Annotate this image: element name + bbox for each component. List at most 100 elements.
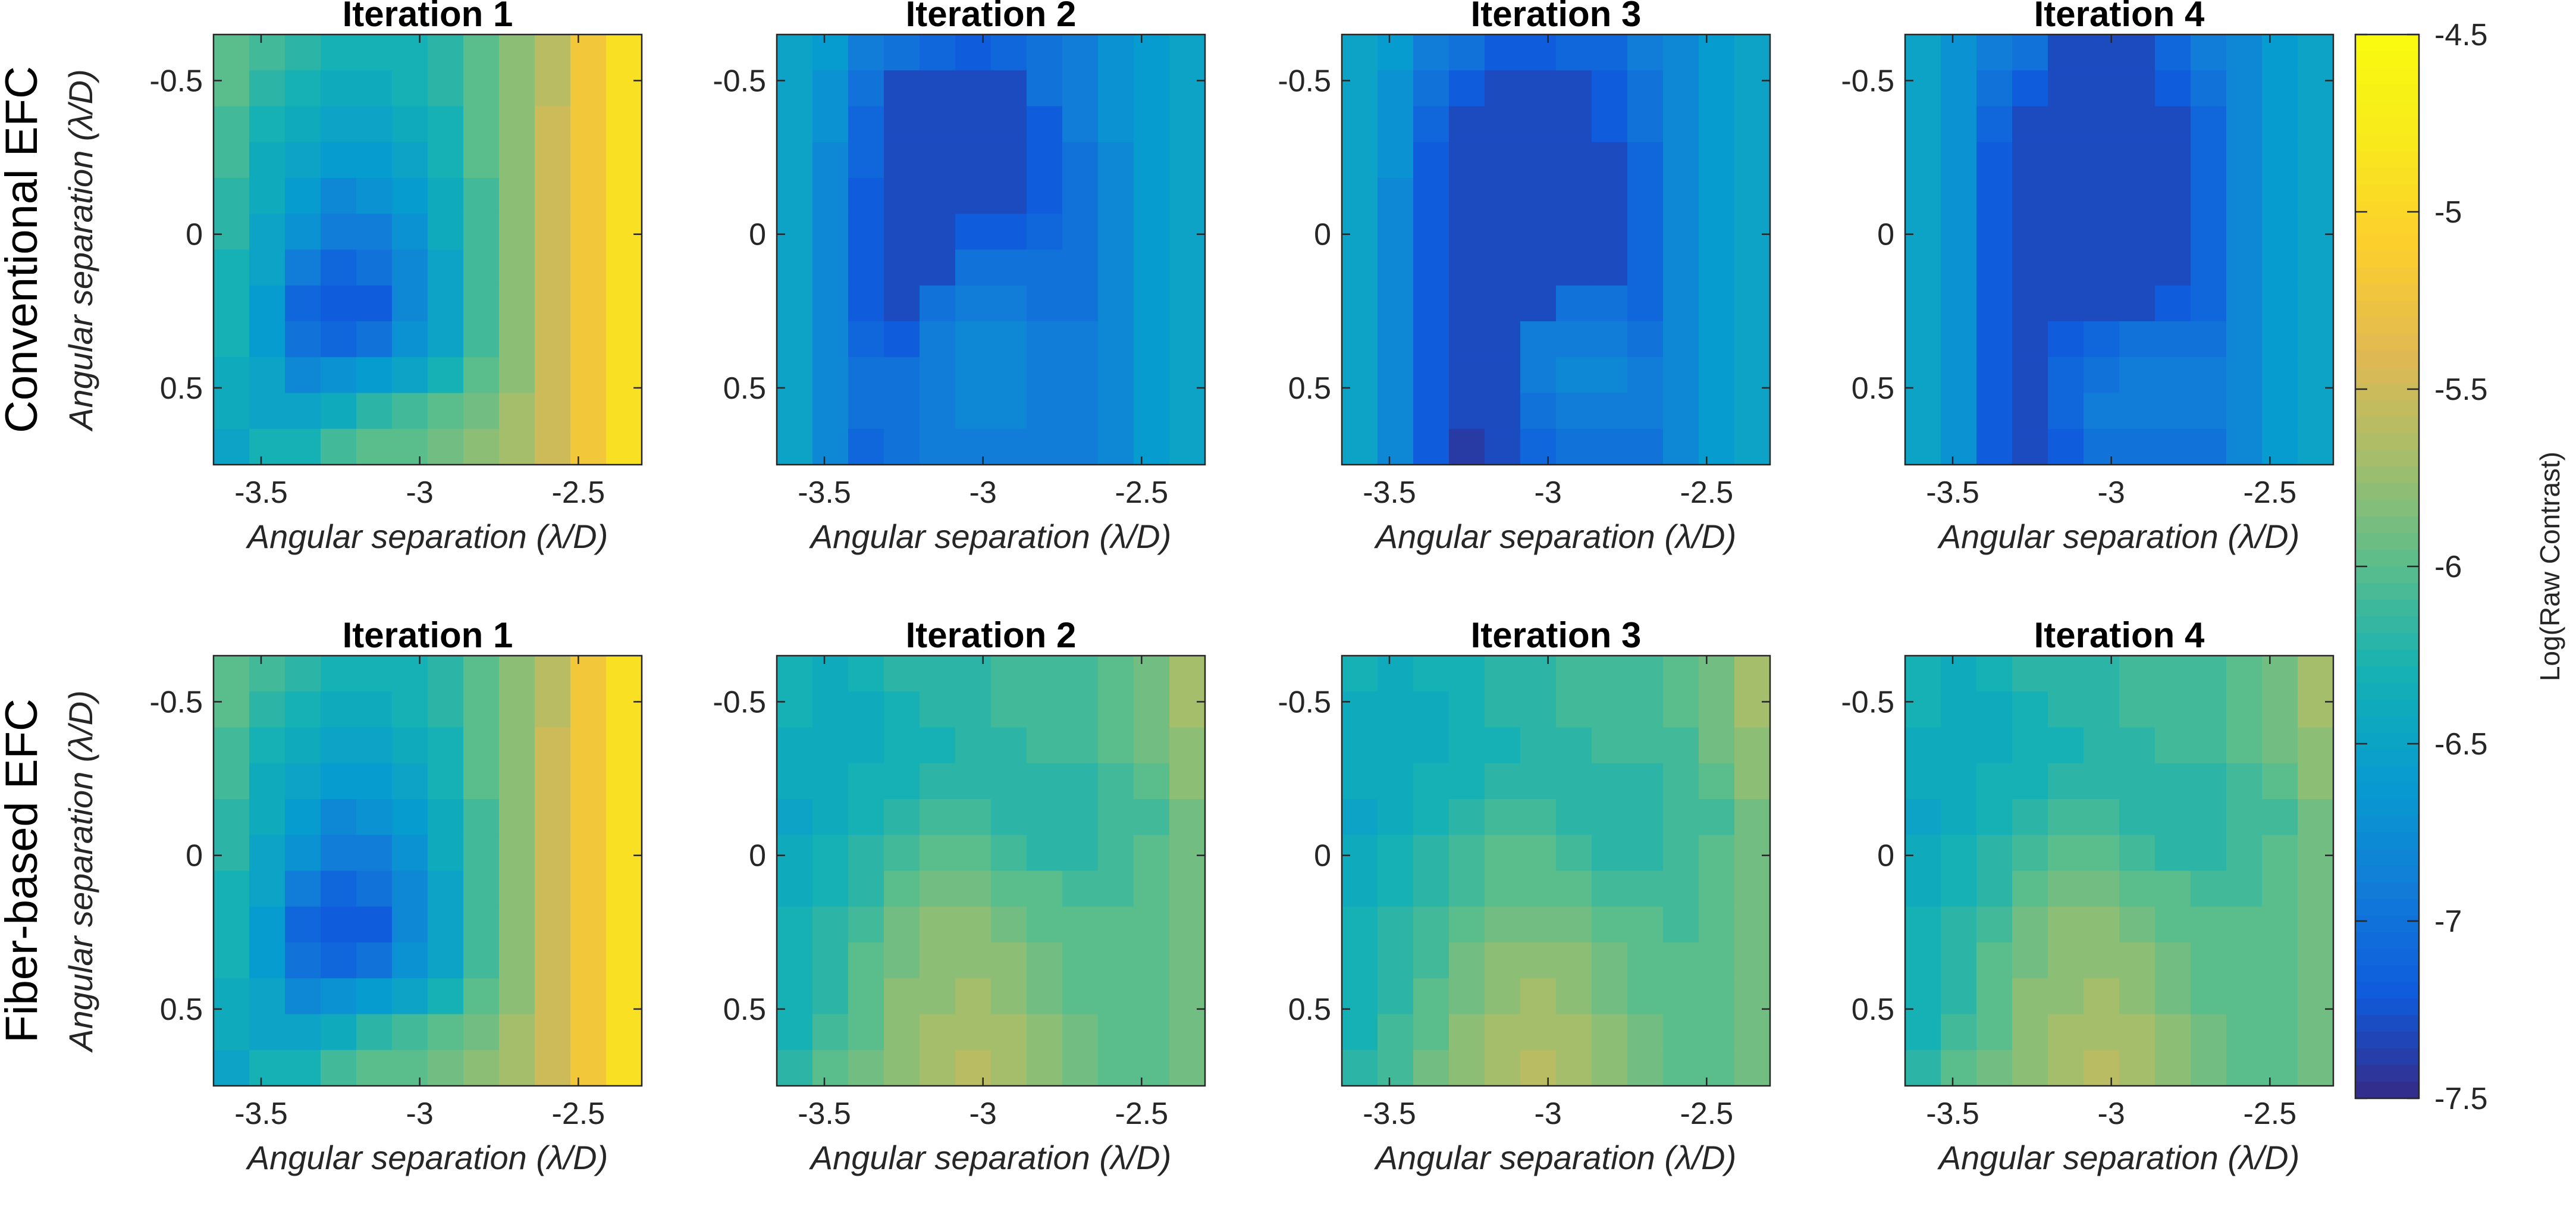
heatmap-cell <box>2012 1014 2048 1051</box>
heatmap-cell <box>1485 357 1521 394</box>
heatmap-cell <box>1485 1050 1521 1086</box>
heatmap-cell <box>2298 656 2334 692</box>
heatmap-cell <box>1663 835 1699 872</box>
heatmap-cell <box>321 870 357 907</box>
heatmap-cell <box>2298 906 2334 943</box>
heatmap-cell <box>1342 142 1378 178</box>
heatmap-cell <box>1062 214 1099 250</box>
heatmap-cell <box>991 799 1027 835</box>
heatmap-cell <box>1449 249 1485 286</box>
heatmap-cell <box>285 1050 321 1086</box>
heatmap-cell <box>1734 142 1771 178</box>
panel-title: Iteration 1 <box>343 0 513 34</box>
heatmap-cell <box>1905 727 1941 764</box>
heatmap-cell <box>1062 142 1099 178</box>
heatmap-cell <box>1378 656 1414 692</box>
heatmap-cell <box>570 428 607 465</box>
colorbar-label: Log(Raw Contrast) <box>2534 452 2565 681</box>
heatmap-cell <box>1941 870 1977 907</box>
heatmap-cell <box>1734 428 1771 465</box>
colorbar-segment <box>2355 649 2419 667</box>
heatmap-cell <box>812 978 849 1015</box>
heatmap-cell <box>214 727 250 764</box>
heatmap-cell <box>2119 763 2155 800</box>
x-tick-label: -3.5 <box>1926 475 1979 510</box>
x-tick-label: -2.5 <box>2244 1097 2297 1131</box>
heatmap-panels: Iteration 1 -3.5 -3 -2.5 -0.5 0 0.5 Angular sep… <box>62 0 2335 1176</box>
heatmap-cell <box>2226 870 2263 907</box>
colorbar-segment <box>2355 234 2419 251</box>
colorbar-segment <box>2355 367 2419 384</box>
heatmap-cell <box>463 691 500 728</box>
heatmap-cell <box>1449 357 1485 394</box>
heatmap-cell <box>1976 656 2013 692</box>
x-tick-label: -2.5 <box>552 1097 605 1131</box>
colorbar-segment <box>2355 965 2419 983</box>
heatmap-cell <box>356 691 393 728</box>
heatmap-cell <box>2262 656 2298 692</box>
heatmap-cell <box>1485 1014 1521 1051</box>
heatmap-cell <box>1062 835 1099 872</box>
colorbar-segment <box>2355 151 2419 168</box>
panel-r2-c1: Iteration 1 -3.5 -3 -2.5 -0.5 0 0.5 Angular sep… <box>62 615 643 1176</box>
heatmap-cell <box>991 321 1027 358</box>
heatmap-cell <box>428 799 464 835</box>
colorbar-segment <box>2355 84 2419 102</box>
heatmap-cell <box>2262 691 2298 728</box>
panel-r2-c4: Iteration 4 -3.5 -3 -2.5 -0.5 0 0.5 Angular sep… <box>1841 615 2335 1176</box>
heatmap-cell <box>392 906 428 943</box>
heatmap-cell <box>499 393 535 430</box>
heatmap-cell <box>1699 727 1735 764</box>
heatmap-cell <box>535 428 571 465</box>
heatmap-cell <box>463 727 500 764</box>
heatmap-cell <box>2262 799 2298 835</box>
heatmap-cell <box>1485 214 1521 250</box>
heatmap-cell <box>1699 214 1735 250</box>
y-tick-label: -0.5 <box>1278 685 1331 719</box>
heatmap-cell <box>570 106 607 143</box>
x-tick-label: -3.5 <box>234 475 288 510</box>
heatmap-cell <box>848 285 884 322</box>
heatmap-cell <box>2191 835 2227 872</box>
heatmap-cell <box>1027 870 1063 907</box>
heatmap-cell <box>1592 1014 1628 1051</box>
heatmap-cell <box>1378 142 1414 178</box>
colorbar-segment <box>2355 566 2419 584</box>
heatmap-cell <box>1976 106 2013 143</box>
heatmap-cell <box>920 35 956 71</box>
heatmap-cell <box>1449 428 1485 465</box>
heatmap-cell <box>1905 906 1941 943</box>
heatmap-cell <box>848 727 884 764</box>
heatmap-cell <box>2298 35 2334 71</box>
heatmap-cell <box>1520 249 1557 286</box>
heatmap-cell <box>848 178 884 214</box>
y-tick-label: 0.5 <box>1852 371 1894 406</box>
colorbar-segment <box>2355 1048 2419 1066</box>
heatmap-cell <box>1134 428 1170 465</box>
heatmap-cell <box>1098 393 1134 430</box>
colorbar-segment <box>2355 101 2419 118</box>
heatmap-cell <box>1449 142 1485 178</box>
heatmap-cell <box>1592 727 1628 764</box>
heatmap-cell <box>884 214 920 250</box>
heatmap-cell <box>1941 763 1977 800</box>
heatmap-cell <box>535 321 571 358</box>
heatmap-cell <box>2048 906 2084 943</box>
heatmap-cell <box>1485 106 1521 143</box>
heatmap-cell <box>321 357 357 394</box>
heatmap-cell <box>1941 70 1977 107</box>
heatmap-cell <box>356 763 393 800</box>
heatmap-cell <box>321 393 357 430</box>
heatmap-cell <box>1941 178 1977 214</box>
heatmap-cell <box>1627 727 1664 764</box>
heatmap-cell <box>1699 106 1735 143</box>
y-tick-label: 0 <box>749 218 766 252</box>
heatmap-cell <box>463 285 500 322</box>
x-axis-label: Angular separation (λ/D) <box>1937 1139 2300 1176</box>
heatmap-cell <box>1342 249 1378 286</box>
heatmap-cell <box>1556 1050 1592 1086</box>
heatmap-cell <box>920 393 956 430</box>
heatmap-cell <box>570 178 607 214</box>
heatmap-cell <box>570 1050 607 1086</box>
heatmap-cell <box>1905 106 1941 143</box>
